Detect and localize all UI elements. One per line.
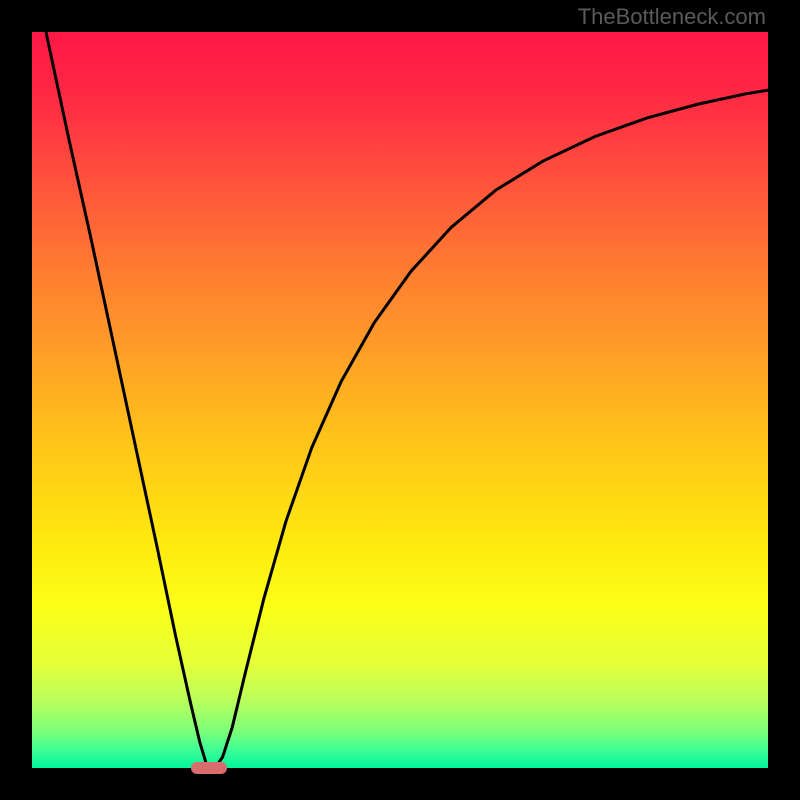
plot-area (32, 32, 768, 768)
watermark-text: TheBottleneck.com (578, 4, 766, 30)
chart-container: TheBottleneck.com (0, 0, 800, 800)
optimum-marker (191, 762, 227, 774)
curve-path (46, 32, 768, 768)
curve-svg (32, 32, 768, 768)
